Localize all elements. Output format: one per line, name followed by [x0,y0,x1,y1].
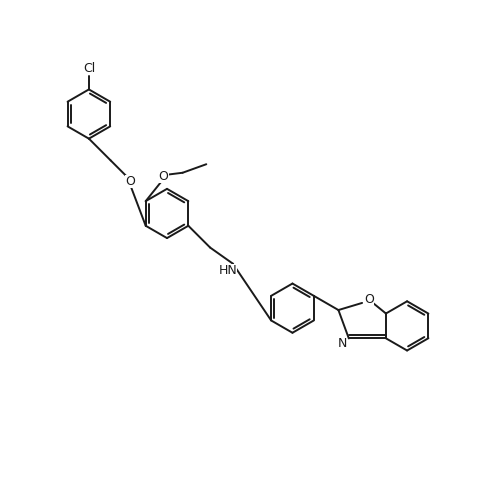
Text: HN: HN [219,264,238,277]
Text: Cl: Cl [83,62,95,75]
Text: O: O [125,175,135,188]
Text: O: O [364,293,374,306]
Text: N: N [338,337,347,350]
Text: O: O [159,170,169,183]
